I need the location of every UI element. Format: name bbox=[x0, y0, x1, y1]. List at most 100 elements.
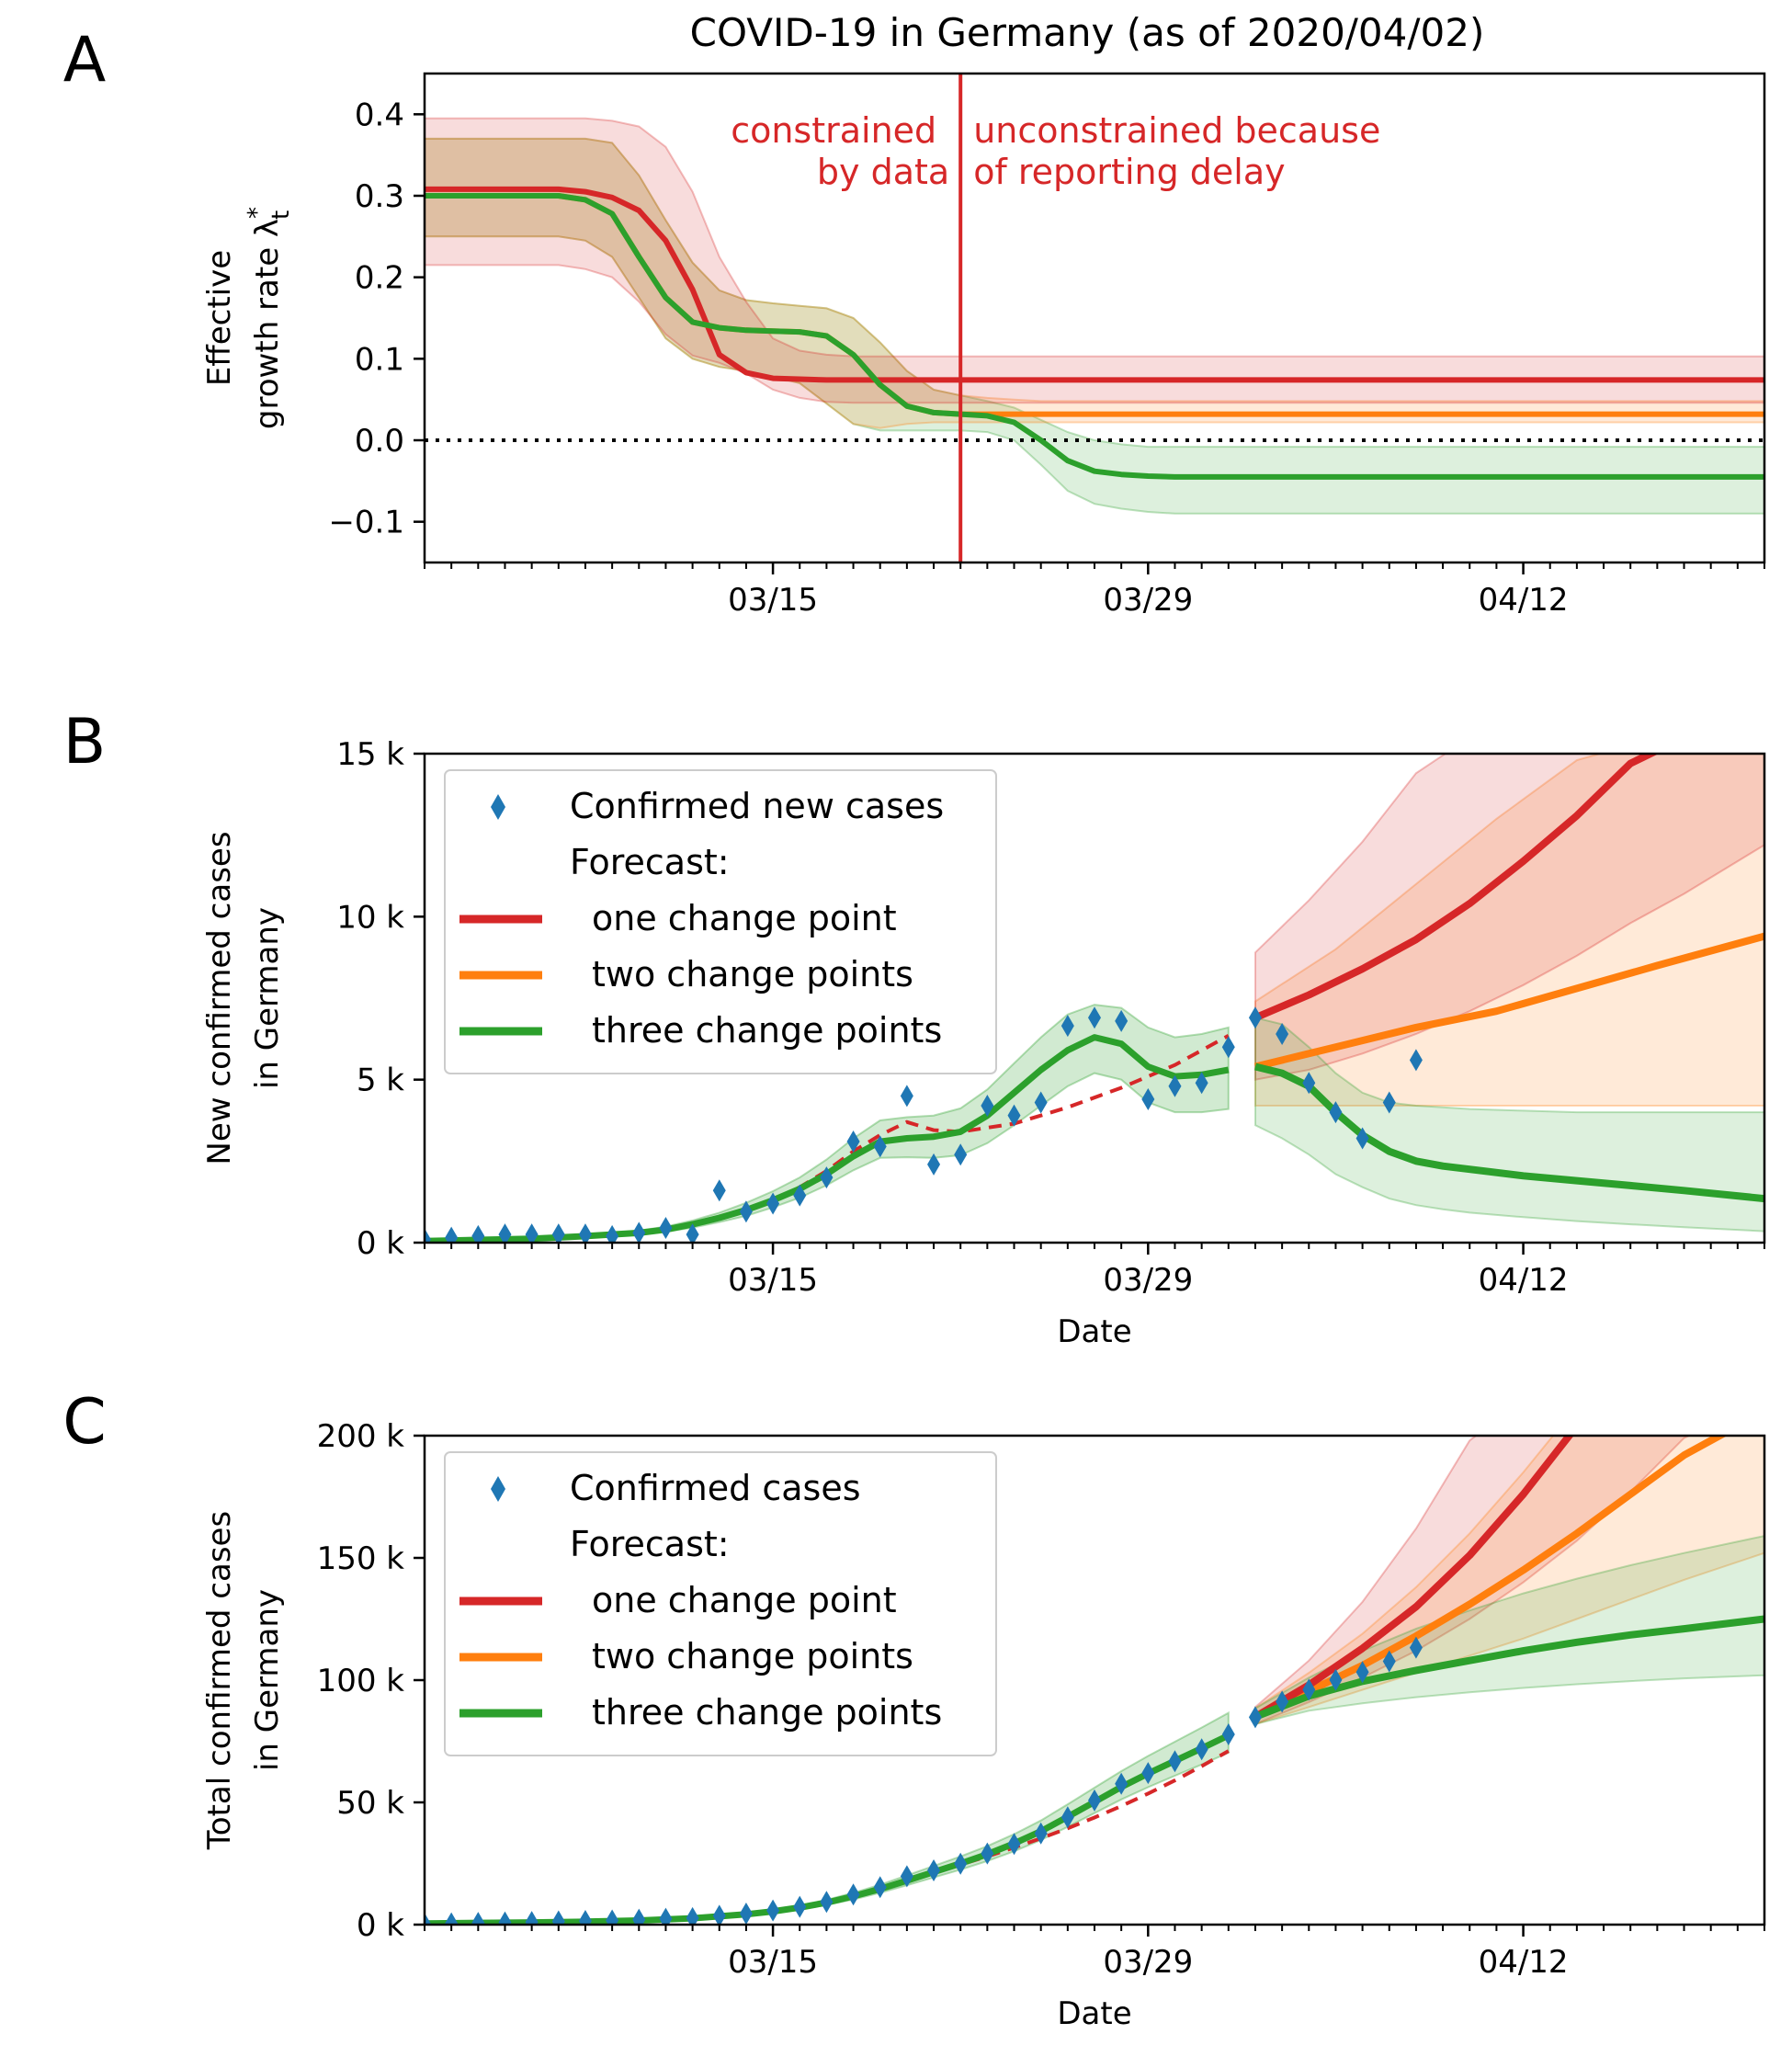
y-axis-label-line2: in Germany bbox=[249, 1589, 286, 1771]
data-point bbox=[686, 1906, 699, 1925]
x-axis-label: Date bbox=[1057, 1995, 1131, 2032]
legend-label-three: three change points bbox=[592, 1010, 942, 1051]
y-tick-label: 150 k bbox=[317, 1540, 405, 1577]
x-tick-label: 03/29 bbox=[1103, 582, 1193, 619]
panel-b: B Confirmed new cases Forecast: one change … bbox=[63, 706, 1766, 1350]
data-point bbox=[1088, 1006, 1101, 1029]
y-tick-label: 0.4 bbox=[355, 97, 404, 133]
x-tick-label: 03/15 bbox=[728, 1944, 818, 1981]
data-point bbox=[820, 1891, 834, 1914]
data-point bbox=[659, 1907, 673, 1925]
data-point bbox=[981, 1095, 994, 1118]
data-point bbox=[846, 1131, 860, 1153]
data-point bbox=[1034, 1822, 1048, 1845]
legend-marker-data bbox=[491, 794, 505, 820]
data-point bbox=[425, 1913, 431, 1925]
y-axis-label-line2: in Germany bbox=[249, 907, 286, 1089]
data-point bbox=[659, 1217, 673, 1240]
y-tick-label: 10 k bbox=[336, 899, 404, 936]
band-fit-three bbox=[425, 1004, 1230, 1243]
data-point bbox=[766, 1899, 780, 1922]
data-point bbox=[1115, 1772, 1129, 1795]
x-axis-label: Date bbox=[1057, 1313, 1131, 1350]
legend-label-one: one change point bbox=[592, 898, 897, 938]
data-point bbox=[1088, 1789, 1101, 1812]
y-label-base: growth rate λ bbox=[249, 219, 286, 429]
figure-title: COVID-19 in Germany (as of 2020/04/02) bbox=[690, 10, 1485, 55]
data-point bbox=[1168, 1750, 1182, 1773]
annotation-left-2: by data bbox=[817, 152, 949, 192]
legend-label-three: three change points bbox=[592, 1692, 942, 1733]
data-point bbox=[551, 1910, 565, 1925]
data-point bbox=[846, 1883, 860, 1906]
y-label-sup: * bbox=[244, 207, 271, 219]
plot-area bbox=[425, 754, 1764, 1243]
data-point bbox=[1302, 1072, 1316, 1095]
data-point bbox=[1115, 1009, 1129, 1032]
data-point bbox=[739, 1903, 753, 1925]
data-point bbox=[1168, 1074, 1182, 1097]
data-point bbox=[820, 1166, 834, 1189]
data-point bbox=[525, 1223, 539, 1243]
data-point bbox=[981, 1842, 994, 1865]
band-forecast-three bbox=[1254, 1017, 1764, 1233]
data-point bbox=[927, 1153, 941, 1176]
data-point bbox=[632, 1221, 646, 1243]
data-point bbox=[793, 1895, 807, 1918]
x-tick-label: 04/12 bbox=[1479, 1262, 1569, 1299]
data-point bbox=[1007, 1833, 1021, 1856]
annotation-right-1: unconstrained because bbox=[973, 110, 1380, 151]
data-point bbox=[1141, 1762, 1155, 1785]
data-point bbox=[1409, 1636, 1423, 1659]
data-point bbox=[1195, 1738, 1208, 1761]
data-point bbox=[1276, 1690, 1289, 1713]
data-point bbox=[1355, 1127, 1369, 1150]
data-point bbox=[498, 1223, 512, 1243]
legend-label-two: two change points bbox=[592, 1636, 913, 1676]
band-forecast-one bbox=[1254, 754, 1764, 1081]
y-axis-label-line1: Effective bbox=[201, 250, 238, 386]
data-point bbox=[1355, 1661, 1369, 1684]
data-point bbox=[1221, 1036, 1235, 1059]
band-forecast-two bbox=[1254, 754, 1764, 1107]
data-point bbox=[1141, 1087, 1155, 1110]
y-tick-label: 0 k bbox=[357, 1907, 404, 1944]
forecast-line-three bbox=[1254, 1062, 1764, 1203]
plot-area bbox=[425, 1436, 1764, 1925]
legend-label-forecast: Forecast: bbox=[570, 1524, 730, 1564]
data-point bbox=[873, 1876, 887, 1899]
data-point bbox=[551, 1223, 565, 1243]
legend-label-two: two change points bbox=[592, 954, 913, 994]
band-forecast-one bbox=[1254, 1436, 1692, 1726]
data-point bbox=[793, 1184, 807, 1207]
y-axis-label-line2: growth rate λ*t bbox=[244, 207, 295, 429]
y-axis-label-line1: Total confirmed cases bbox=[201, 1511, 238, 1850]
data-point bbox=[632, 1908, 646, 1925]
data-point bbox=[1302, 1678, 1316, 1701]
data-point bbox=[1195, 1072, 1208, 1095]
legend-label-one: one change point bbox=[592, 1580, 897, 1620]
forecast-line-one bbox=[1253, 1436, 1574, 1721]
data-point bbox=[900, 1085, 913, 1108]
data-point bbox=[954, 1852, 968, 1875]
data-point bbox=[425, 1228, 431, 1243]
data-point bbox=[873, 1135, 887, 1158]
y-axis-label-line1: New confirmed cases bbox=[201, 831, 238, 1165]
data-point bbox=[766, 1192, 780, 1215]
data-point bbox=[1382, 1091, 1396, 1114]
x-tick-label: 03/15 bbox=[728, 582, 818, 619]
data-point bbox=[739, 1200, 753, 1223]
data-point bbox=[606, 1224, 619, 1243]
plot-area bbox=[425, 74, 1764, 562]
panel-letter: C bbox=[62, 1386, 106, 1459]
annotation-left-1: constrained bbox=[731, 110, 936, 151]
x-tick-label: 04/12 bbox=[1479, 582, 1569, 619]
data-point bbox=[1382, 1650, 1396, 1673]
data-point bbox=[1329, 1101, 1343, 1124]
data-point bbox=[1248, 1706, 1262, 1729]
data-point bbox=[445, 1226, 459, 1243]
data-point bbox=[1221, 1723, 1235, 1746]
panel-letter: A bbox=[63, 24, 107, 97]
